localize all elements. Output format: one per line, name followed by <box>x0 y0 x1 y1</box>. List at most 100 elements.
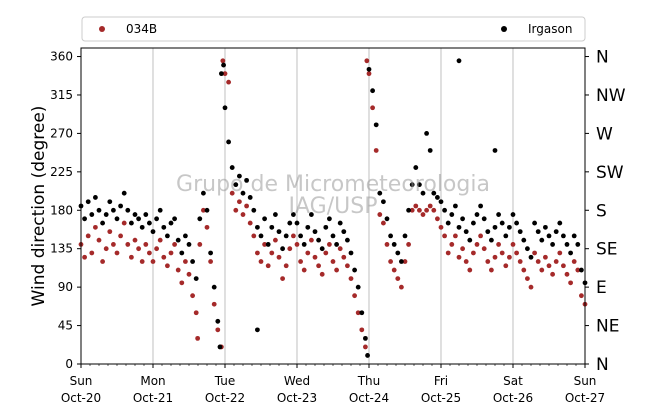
data-point <box>535 259 541 264</box>
data-point <box>449 212 455 217</box>
data-point <box>255 327 260 333</box>
data-point <box>283 233 289 239</box>
data-point <box>575 267 581 273</box>
data-point <box>255 224 260 230</box>
data-point <box>226 139 232 145</box>
data-point <box>255 250 260 256</box>
data-point <box>467 267 473 273</box>
data-point <box>568 280 573 286</box>
data-point <box>219 71 224 77</box>
data-point <box>222 71 228 77</box>
data-point <box>161 254 167 260</box>
data-point <box>150 259 156 264</box>
right-tick-label: W <box>596 124 613 144</box>
legend: 034B Irgason <box>81 16 586 42</box>
data-point <box>150 229 156 235</box>
data-point <box>157 237 163 243</box>
data-point <box>485 259 491 264</box>
data-point <box>449 242 455 247</box>
y-tick-label: 315 <box>50 88 73 102</box>
data-point <box>147 250 152 256</box>
data-point <box>460 246 465 252</box>
data-point <box>107 229 113 235</box>
data-point <box>492 254 498 260</box>
data-point <box>431 207 437 213</box>
data-point <box>345 237 350 243</box>
data-point <box>539 237 545 243</box>
data-point <box>273 237 278 243</box>
data-point <box>463 229 469 235</box>
data-point <box>417 207 422 213</box>
data-point <box>532 220 537 226</box>
data-point <box>183 233 188 239</box>
data-point <box>391 242 397 247</box>
data-point <box>330 233 336 239</box>
right-tick-label: NE <box>596 317 619 337</box>
data-point <box>445 220 451 226</box>
data-point <box>456 224 462 230</box>
data-point <box>172 242 178 247</box>
data-point <box>373 148 379 153</box>
data-point <box>247 195 253 200</box>
data-point <box>273 212 278 217</box>
data-point <box>132 212 138 217</box>
data-point <box>89 212 95 217</box>
y-tick-label: 135 <box>50 242 73 256</box>
legend-label-034b: 034B <box>126 22 157 36</box>
data-point <box>269 250 275 256</box>
data-point <box>409 182 415 188</box>
data-point <box>365 353 370 358</box>
data-point <box>129 220 134 226</box>
x-tick-date: Oct-20 <box>61 391 101 405</box>
right-axis: N NE E SE S SW W NW N <box>585 48 626 375</box>
scatter-points <box>78 58 588 358</box>
data-point <box>388 259 393 264</box>
data-point <box>258 233 264 239</box>
data-point <box>103 246 109 252</box>
data-point <box>309 212 314 217</box>
data-point <box>370 88 375 94</box>
data-point <box>211 301 217 307</box>
data-point <box>517 259 523 264</box>
y-tick-label: 225 <box>50 165 73 179</box>
data-point <box>262 216 267 222</box>
data-point <box>399 284 404 290</box>
data-point <box>460 216 465 222</box>
data-point <box>82 216 87 222</box>
data-point <box>107 199 113 205</box>
data-point <box>413 203 419 209</box>
data-point <box>132 237 138 243</box>
data-point <box>312 229 318 235</box>
data-point <box>381 220 386 226</box>
data-point <box>406 242 411 247</box>
data-point <box>420 212 426 217</box>
data-point <box>384 216 390 222</box>
data-point <box>190 293 196 299</box>
data-point <box>240 212 246 217</box>
data-point <box>503 263 509 269</box>
data-point <box>438 199 444 205</box>
data-point <box>193 310 199 316</box>
data-point <box>561 263 566 269</box>
data-point <box>121 220 127 226</box>
data-point <box>139 259 145 264</box>
y-tick-label: 270 <box>50 126 73 140</box>
data-point <box>118 203 123 209</box>
data-point <box>453 203 458 209</box>
data-point <box>359 310 365 316</box>
watermark-line-2: IAG/USP <box>289 194 378 219</box>
data-point <box>298 259 303 264</box>
data-point <box>388 233 393 239</box>
data-point <box>521 267 527 273</box>
data-point <box>525 276 530 281</box>
data-point <box>571 259 577 264</box>
data-point <box>143 242 149 247</box>
data-point <box>229 165 235 170</box>
data-point <box>125 207 131 213</box>
data-point <box>510 242 516 247</box>
right-tick-label: SE <box>596 240 618 260</box>
data-point <box>154 246 160 252</box>
data-point <box>201 190 206 196</box>
data-point <box>100 259 105 264</box>
